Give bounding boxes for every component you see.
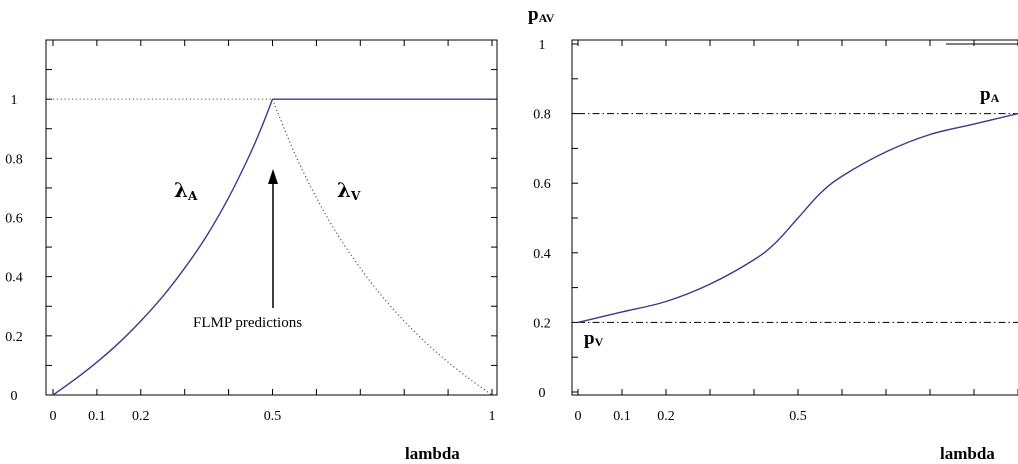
right-plot-frame [571,39,1018,396]
p-a-main: p [980,84,991,105]
right-x-tick-labels: 0 0.1 0.2 0.5 [575,409,807,424]
left-series-line [52,98,274,396]
right-tick-marks [572,40,1018,395]
left-plot-frame [45,39,498,396]
p-a-sub: A [991,91,1000,105]
flmp-arrow-head [268,169,278,184]
left-x-axis-title: lambda [405,444,460,463]
left-x-tick-labels: 0 0.1 0.2 0.5 1 [50,409,496,424]
right-y-tick-label: 0.4 [533,247,551,262]
left-y-tick-label: 1 [11,93,18,108]
p-v-label: pV [584,328,604,349]
right-x-tick-label: 0 [575,409,582,424]
lambda-v-label: λV [337,178,361,203]
left-x-tick-label: 1 [489,409,496,424]
p-v-main: p [584,328,595,349]
lambda-v-sub: V [350,189,361,203]
p-v-sub: V [595,335,604,349]
lambda-a-label: λA [174,178,198,203]
left-y-tick-label: 0.4 [5,271,23,286]
left-y-tick-labels: 0 0.2 0.4 0.6 0.8 1 [5,93,23,404]
lambda-v-main: λ [337,178,351,202]
right-y-tick-label: 0 [539,386,546,401]
right-y-tick-label: 0.8 [533,108,551,123]
left-chart: 0 0.1 0.2 0.5 1 00.20.40.60.81 lambda λA λV … [5,39,498,463]
left-y-tick-label: 0.2 [5,330,23,345]
right-series-line [577,112,1018,324]
right-y-tick-label: 1 [539,38,546,53]
p-a-label: pA [980,84,1000,105]
right-y-axis-title: pAV [528,4,555,25]
right-y-axis-title-main: p [528,4,539,25]
right-x-tick-label: 0.2 [657,409,675,424]
left-x-tick-label: 0 [50,409,57,424]
left-series-group [52,98,493,396]
left-x-tick-label: 0.2 [132,409,150,424]
left-x-tick-label: 0.1 [88,409,106,424]
right-y-tick-label: 0.2 [533,316,551,331]
left-series-line [271,98,493,396]
right-y-axis-title-sub: AV [539,11,555,25]
left-x-tick-label: 0.5 [264,409,282,424]
right-x-tick-label: 0.1 [613,409,631,424]
left-tick-marks [46,39,497,396]
right-x-tick-label: 0.5 [789,409,807,424]
left-y-tick-label: 0.6 [5,212,23,227]
right-reference-lines [578,113,1018,323]
flmp-predictions-label: FLMP predictions [193,315,302,331]
right-x-axis-title: lambda [940,444,995,463]
right-series-group [577,112,1018,324]
left-y-tick-label: 0 [11,389,18,404]
lambda-a-sub: A [187,189,198,203]
right-y-tick-labels: 0 0.2 0.4 0.6 0.8 1 [533,38,551,401]
right-y-tick-label: 0.6 [533,177,551,192]
lambda-a-main: λ [174,178,188,202]
left-y-tick-label: 0.8 [5,152,23,167]
right-chart: 0 0.1 0.2 0.5 00.20.40.60.81 lambda pAV pA … [528,4,1018,463]
